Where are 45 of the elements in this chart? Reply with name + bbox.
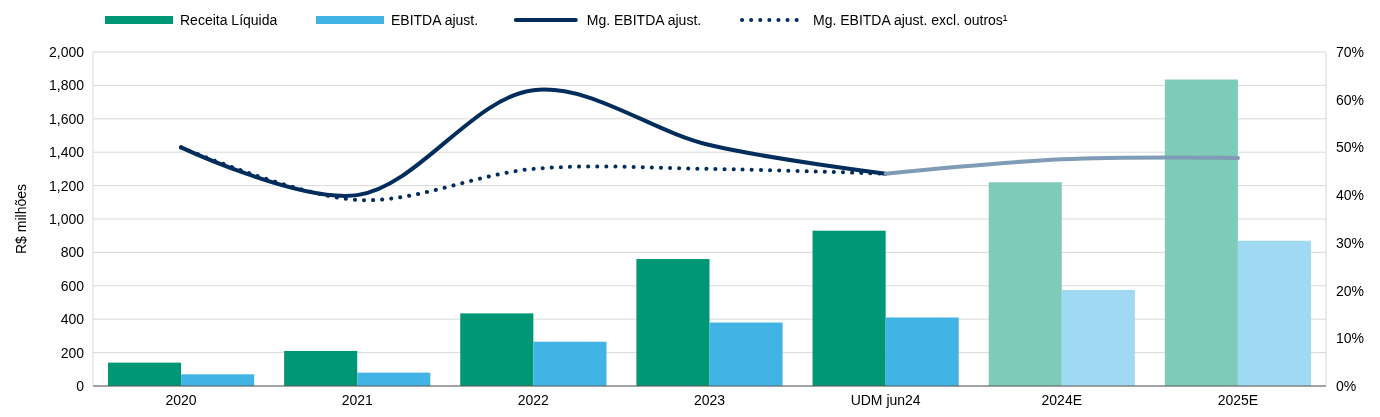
y2-tick-label: 0%	[1336, 378, 1357, 394]
bar	[533, 341, 607, 386]
bar	[357, 372, 431, 386]
bar	[709, 322, 783, 386]
bar	[107, 362, 182, 386]
y-tick-label: 0	[76, 378, 85, 394]
x-tick-label: UDM jun24	[850, 392, 921, 408]
y-tick-label: 1,000	[48, 211, 85, 227]
bar	[1237, 240, 1312, 386]
y-tick-label: 1,800	[48, 77, 85, 94]
x-tick-label: 2021	[341, 392, 373, 408]
bar	[1061, 289, 1135, 386]
bar	[812, 230, 886, 386]
bar	[284, 350, 358, 386]
bar	[988, 182, 1062, 386]
y-tick-label: 200	[60, 344, 85, 361]
y-tick-label: 1,200	[48, 177, 85, 194]
legend-label: Receita Líquida	[180, 12, 278, 28]
bar	[460, 313, 534, 386]
legend-label: EBITDA ajust.	[391, 12, 479, 28]
legend-label: Mg. EBITDA ajust. excl. outros¹	[813, 12, 1008, 28]
bar	[636, 259, 710, 386]
bar	[1164, 79, 1238, 386]
x-tick-label: 2024E	[1041, 392, 1083, 408]
y2-tick-label: 20%	[1336, 282, 1365, 299]
y2-tick-label: 70%	[1336, 44, 1365, 60]
x-tick-label: 2020	[165, 392, 197, 408]
y2-tick-label: 30%	[1336, 234, 1365, 251]
x-tick-label: 2022	[517, 392, 550, 408]
bar	[181, 374, 255, 386]
bar	[885, 317, 959, 386]
y-tick-label: 400	[60, 311, 85, 328]
y2-tick-label: 10%	[1336, 330, 1365, 347]
y-tick-label: 1,600	[48, 110, 85, 127]
x-tick-label: 2023	[693, 392, 726, 408]
y2-tick-label: 50%	[1336, 139, 1365, 156]
y-tick-label: 800	[60, 244, 85, 261]
y2-tick-label: 60%	[1336, 91, 1365, 108]
y-tick-label: 1,400	[48, 144, 85, 161]
y2-tick-label: 40%	[1336, 187, 1365, 204]
y-axis-title: R$ milhões	[13, 183, 29, 255]
y-tick-label: 2,000	[48, 44, 85, 60]
y-tick-label: 600	[60, 277, 85, 294]
legend-label: Mg. EBITDA ajust.	[586, 12, 702, 28]
x-tick-label: 2025E	[1217, 392, 1259, 408]
